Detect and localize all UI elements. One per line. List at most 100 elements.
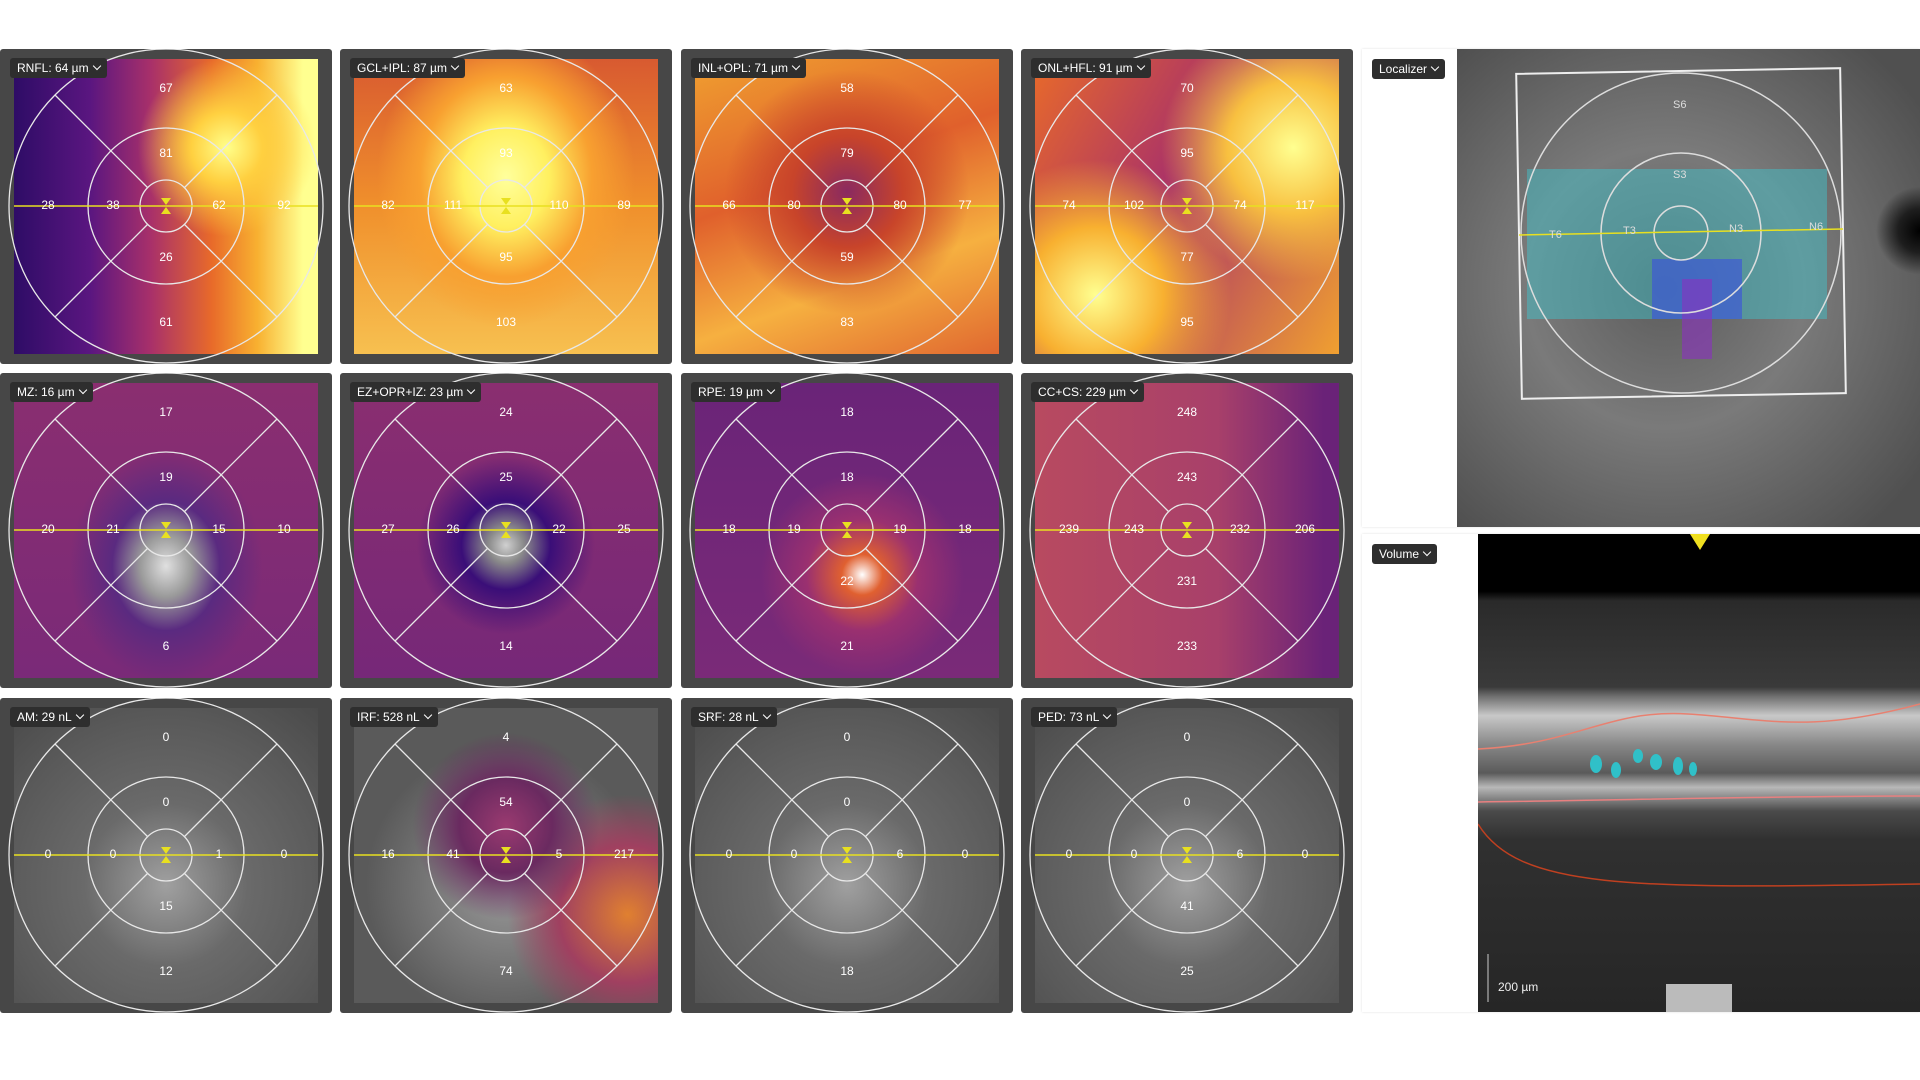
sector-label: T3: [1623, 225, 1636, 237]
sector-value: 80: [893, 198, 907, 212]
sector-value: 239: [1059, 522, 1079, 536]
sector-value: 0: [45, 847, 52, 861]
sector-value: 67: [159, 81, 173, 95]
sector-value: 54: [499, 795, 513, 809]
layer-dropdown[interactable]: ONL+HFL: 91 µm: [1031, 58, 1151, 78]
sector-label: T6: [1549, 229, 1562, 241]
sector-value: 77: [958, 198, 972, 212]
sector-value: 20: [41, 522, 55, 536]
ring: [689, 373, 1005, 688]
bscan-overlay: [1477, 534, 1920, 1012]
sector-value: 17: [159, 405, 173, 419]
sector-line: [864, 94, 959, 189]
sector-value: 0: [110, 847, 117, 861]
sector-value: 0: [163, 795, 170, 809]
sector-value: 0: [1302, 847, 1309, 861]
sector-line: [523, 547, 618, 642]
layer-dropdown[interactable]: SRF: 28 nL: [691, 707, 777, 727]
sector-value: 1: [216, 847, 223, 861]
localizer-view: S6 S3 T6 T3 N3 N6 Localizer: [1362, 49, 1920, 527]
ring: [348, 698, 664, 1013]
grid-overlay: 70 95 74 102 74 117 77 95: [1029, 49, 1345, 364]
sector-value: 0: [844, 730, 851, 744]
sector-value: 6: [1237, 847, 1244, 861]
sector-value: 243: [1124, 522, 1144, 536]
sector-value: 95: [1180, 315, 1194, 329]
sector-value: 26: [159, 250, 173, 264]
center-marker: [1182, 847, 1192, 863]
layer-dropdown[interactable]: MZ: 16 µm: [10, 382, 93, 402]
sector-value: 18: [722, 522, 736, 536]
sector-line: [1204, 872, 1299, 967]
sector-label: S3: [1673, 169, 1687, 181]
sector-line: [1204, 223, 1299, 318]
ring: [1029, 373, 1345, 688]
layer-dropdown[interactable]: RNFL: 64 µm: [10, 58, 107, 78]
ring: [689, 49, 1005, 364]
sector-value: 248: [1177, 405, 1197, 419]
sector-value: 6: [897, 847, 904, 861]
sector-line: [1075, 872, 1170, 967]
sector-value: 28: [41, 198, 55, 212]
sector-value: 74: [499, 964, 513, 978]
sector-line: [1075, 223, 1170, 318]
sector-line: [183, 94, 278, 189]
layer-dropdown[interactable]: INL+OPL: 71 µm: [691, 58, 806, 78]
sector-line: [54, 418, 149, 513]
layer-dropdown[interactable]: CC+CS: 229 µm: [1031, 382, 1144, 402]
sector-value: 15: [159, 899, 173, 913]
sector-line: [183, 872, 278, 967]
layer-dropdown[interactable]: EZ+OPR+IZ: 23 µm: [350, 382, 482, 402]
sector-value: 0: [1066, 847, 1073, 861]
sector-line: [1204, 743, 1299, 838]
layer-dropdown[interactable]: PED: 73 nL: [1031, 707, 1118, 727]
sector-value: 18: [840, 405, 854, 419]
layer-dropdown[interactable]: IRF: 528 nL: [350, 707, 438, 727]
volume-dropdown[interactable]: Volume: [1372, 544, 1438, 564]
sector-value: 95: [499, 250, 513, 264]
map-panel: 0 0 0 0 6 0 18 SRF: 28 nL: [681, 698, 1013, 1013]
sector-line: [523, 418, 618, 513]
center-marker: [842, 198, 852, 214]
center-marker: [842, 522, 852, 538]
sector-label: N6: [1809, 221, 1824, 233]
sector-line: [54, 547, 149, 642]
sector-value: 18: [840, 964, 854, 978]
grid-overlay: 17 19 20 21 15 10 6: [8, 373, 324, 688]
sector-line: [54, 872, 149, 967]
map-panel: 67 81 28 38 62 92 26 61 RNFL: 64 µm: [0, 49, 332, 364]
sector-value: 41: [446, 847, 460, 861]
volume-view: 200 µm Volume: [1362, 534, 1920, 1012]
sector-value: 26: [446, 522, 460, 536]
grid-overlay: 0 0 0 0 1 0 15 12: [8, 698, 324, 1013]
center-marker: [161, 522, 171, 538]
sector-line: [394, 872, 489, 967]
localizer-dropdown[interactable]: Localizer: [1372, 59, 1446, 79]
sector-value: 19: [159, 470, 173, 484]
map-panel: 17 19 20 21 15 10 6 MZ: 16 µm: [0, 373, 332, 688]
sector-line: [523, 872, 618, 967]
center-marker: [161, 847, 171, 863]
sector-value: 6: [163, 639, 170, 653]
sector-value: 232: [1230, 522, 1250, 536]
sector-value: 21: [840, 639, 854, 653]
sector-value: 19: [787, 522, 801, 536]
sector-value: 93: [499, 146, 513, 160]
sector-value: 4: [503, 730, 510, 744]
sector-line: [864, 223, 959, 318]
sector-value: 10: [277, 522, 291, 536]
sector-line: [735, 872, 830, 967]
sector-line: [1204, 418, 1299, 513]
sector-line: [394, 743, 489, 838]
sector-value: 95: [1180, 146, 1194, 160]
ring: [689, 698, 1005, 1013]
sector-value: 41: [1180, 899, 1194, 913]
layer-dropdown[interactable]: GCL+IPL: 87 µm: [350, 58, 465, 78]
sector-value: 206: [1295, 522, 1315, 536]
sector-line: [54, 94, 149, 189]
layer-dropdown[interactable]: RPE: 19 µm: [691, 382, 781, 402]
layer-dropdown[interactable]: AM: 29 nL: [10, 707, 90, 727]
sector-line: [54, 223, 149, 318]
sector-line: [1204, 547, 1299, 642]
